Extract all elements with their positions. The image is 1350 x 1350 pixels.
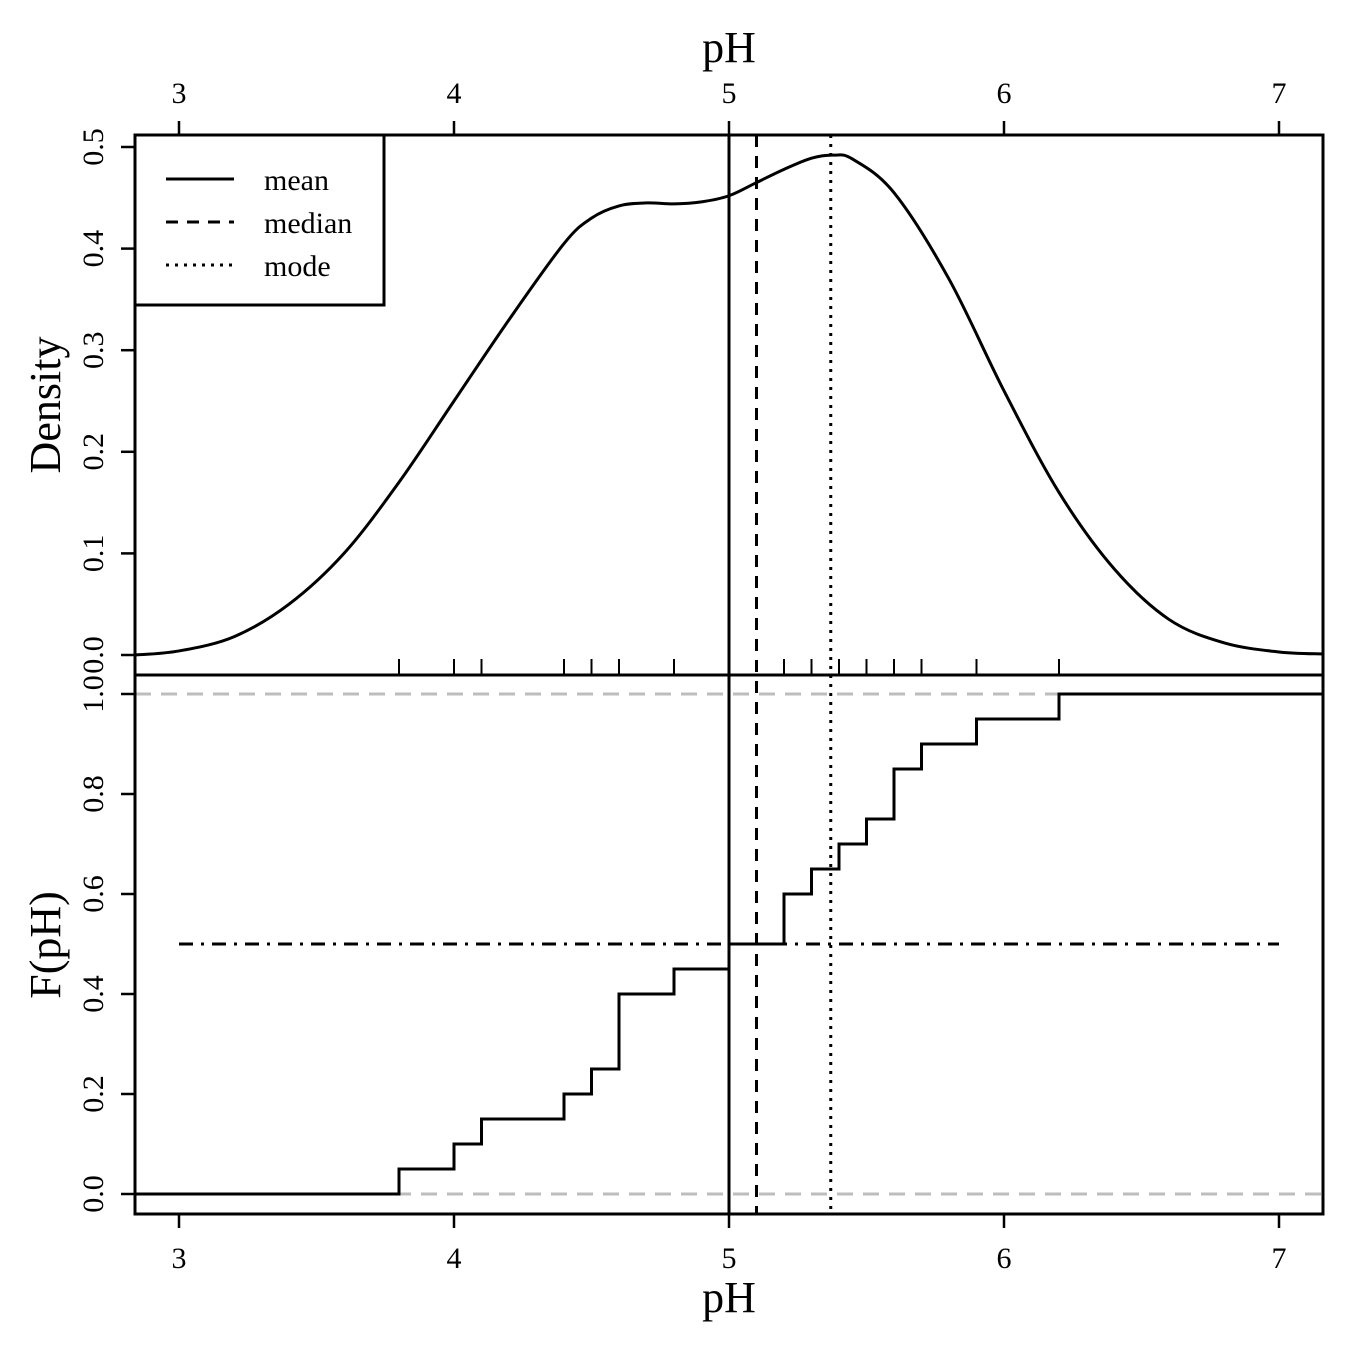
bottom-x-axis-title: pH [702,1273,756,1322]
bottom-x-tick-label: 5 [722,1242,737,1275]
bottom-x-tick-label: 7 [1272,1242,1287,1275]
legend: mean median mode [133,133,386,307]
top-x-ticks: 3 4 5 6 7 [172,77,1287,135]
density-y-tick-label: 0.5 [77,128,110,166]
legend-label-median: median [264,207,352,240]
top-x-tick-label: 4 [447,77,462,110]
plot-frame [133,133,1325,1216]
bottom-x-tick-label: 6 [997,1242,1012,1275]
density-y-tick-label: 0.2 [77,433,110,471]
bottom-x-tick-label: 3 [172,1242,187,1275]
density-y-ticks: 0.0 0.1 0.2 0.3 0.4 0.5 [77,128,135,674]
density-y-tick-label: 0.4 [77,230,110,268]
density-y-tick-label: 0.3 [77,331,110,369]
ecdf-y-ticks: 0.0 0.2 0.4 0.6 0.8 1.0 [77,675,135,1213]
bottom-axis: 3 4 5 6 7 pH [172,1214,1287,1322]
ecdf-y-tick-label: 0.4 [77,975,110,1013]
top-x-tick-label: 3 [172,77,187,110]
bottom-x-ticks: 3 4 5 6 7 [172,1214,1287,1275]
density-y-tick-label: 0.1 [77,535,110,573]
ecdf-y-axis-title: F(pH) [21,891,70,999]
density-curve [134,153,1324,657]
ecdf-y-tick-label: 0.6 [77,875,110,913]
top-x-tick-label: 6 [997,77,1012,110]
ecdf-panel-border [133,673,1325,1216]
ecdf-y-tick-label: 0.2 [77,1075,110,1113]
density-y-tick-label: 0.0 [77,636,110,674]
legend-box [133,133,386,307]
density-panel: 0.0 0.1 0.2 0.3 0.4 0.5 Density [21,128,1324,675]
top-x-axis-title: pH [702,23,756,72]
top-x-tick-label: 5 [722,77,737,110]
top-axis: pH 3 4 5 6 7 [172,23,1287,135]
bottom-x-tick-label: 4 [447,1242,462,1275]
density-y-axis-title: Density [21,337,70,474]
ecdf-panel: 0.0 0.2 0.4 0.6 0.8 1.0 F(pH) [21,675,1323,1213]
top-x-tick-label: 7 [1272,77,1287,110]
ecdf-y-tick-label: 1.0 [77,675,110,713]
ecdf-y-tick-label: 0.8 [77,775,110,813]
legend-label-mode: mode [264,250,331,283]
legend-label-mean: mean [264,164,329,197]
ecdf-y-tick-label: 0.0 [77,1175,110,1213]
